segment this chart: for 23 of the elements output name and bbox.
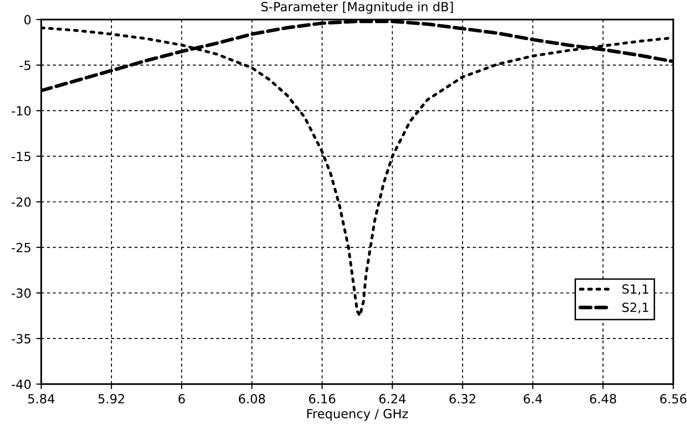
x-tick-label: 6.08 xyxy=(238,394,265,404)
x-tick-label: 5.84 xyxy=(28,394,54,404)
y-tick-label: 0 xyxy=(24,15,31,24)
y-tick-label: -35 xyxy=(12,334,30,344)
y-tick-label: -20 xyxy=(12,197,31,207)
y-tick-label: -40 xyxy=(12,380,31,390)
y-tick-label: -25 xyxy=(12,242,30,252)
legend-label: S2,1 xyxy=(622,302,648,314)
y-tick-label: -10 xyxy=(12,106,31,116)
x-tick-label: 6.48 xyxy=(590,394,616,404)
y-tick-label: -5 xyxy=(20,60,30,70)
x-axis-title: Frequency / GHz xyxy=(307,408,408,421)
x-tick-label: 6.24 xyxy=(379,394,406,404)
x-tick-label: 6.4 xyxy=(524,394,542,404)
chart-title: S-Parameter [Magnitude in dB] xyxy=(261,2,453,14)
y-tick-label: -15 xyxy=(12,152,30,162)
legend-label: S1,1 xyxy=(622,284,648,296)
x-tick-label: 6.32 xyxy=(450,394,476,404)
x-tick-label: 6.56 xyxy=(660,394,686,404)
x-tick-label: 5.92 xyxy=(98,394,124,404)
x-tick-label: 6 xyxy=(178,394,185,404)
x-tick-label: 6.16 xyxy=(309,394,336,404)
y-tick-label: -30 xyxy=(12,288,31,298)
